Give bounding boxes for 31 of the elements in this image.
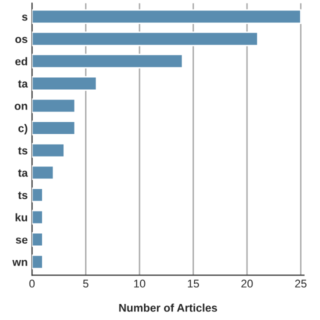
bar <box>32 165 54 180</box>
bar <box>32 54 184 69</box>
bar <box>32 142 65 158</box>
bar <box>32 232 44 247</box>
y-tick-label: s <box>22 14 28 21</box>
y-tick-label: ts <box>18 192 28 200</box>
y-tick-label: ta <box>18 169 28 177</box>
y-tick-label: ts <box>18 147 28 154</box>
x-tick-label: 10 <box>134 280 146 288</box>
y-tick-label: c) <box>18 124 28 134</box>
y-tick-label: ed <box>15 57 28 66</box>
x-tick-label: 25 <box>295 280 306 288</box>
bar <box>32 188 44 202</box>
bar <box>32 9 302 24</box>
x-axis-title: Number of Articles <box>119 304 218 312</box>
x-tick-label: 20 <box>241 280 253 288</box>
x-tick-label: 15 <box>188 280 199 288</box>
bar <box>32 76 98 91</box>
y-tick-label: os <box>15 36 28 44</box>
y-tick-label: ku <box>16 213 28 222</box>
y-tick-label: on <box>14 104 28 110</box>
bar <box>32 120 76 136</box>
bar <box>32 98 76 114</box>
x-tick-label: 5 <box>83 280 88 288</box>
y-tick-label: wn <box>12 260 28 266</box>
bar <box>32 31 258 46</box>
x-tick-label: 0 <box>29 280 35 288</box>
bar <box>32 210 44 225</box>
y-tick-label: se <box>16 238 28 244</box>
bar <box>32 254 44 270</box>
y-tick-label: ta <box>18 80 28 88</box>
